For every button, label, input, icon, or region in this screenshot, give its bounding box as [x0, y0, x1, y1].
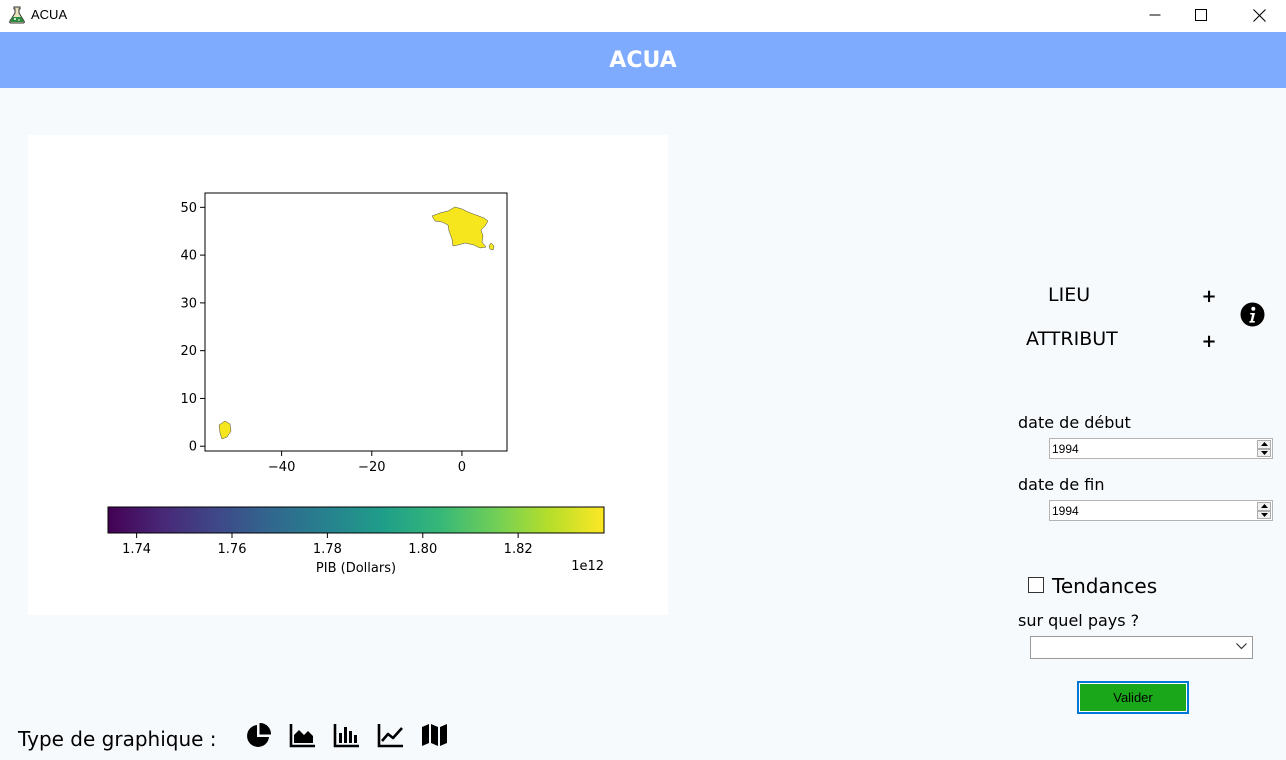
country-label: sur quel pays ? [1018, 611, 1140, 630]
y-tick-label: 0 [189, 440, 197, 455]
line-chart-icon [377, 724, 403, 748]
map-icon [422, 724, 447, 746]
arrow-up-icon [1260, 442, 1268, 447]
flask-icon [9, 6, 25, 24]
pie-chart-button[interactable] [245, 721, 273, 749]
bar-chart-icon [333, 724, 359, 748]
region-guyane [218, 420, 232, 440]
start-date-label: date de début [1018, 413, 1131, 432]
y-tick-label: 10 [180, 392, 197, 407]
x-tick-label: −40 [268, 460, 295, 475]
trend-label: Tendances [1052, 574, 1158, 598]
validate-button[interactable]: Valider [1077, 681, 1189, 714]
end-date-input[interactable] [1050, 501, 1256, 520]
colorbar-tick-label: 1.80 [408, 542, 437, 557]
x-tick-label: 0 [458, 460, 466, 475]
close-icon [1252, 8, 1266, 22]
colorbar [107, 506, 605, 534]
y-tick-label: 50 [180, 201, 197, 216]
y-axis: 0 10 20 30 40 50 [180, 201, 205, 455]
end-date-label: date de fin [1018, 475, 1105, 494]
x-axis: −40 −20 0 [268, 451, 466, 475]
line-chart-button[interactable] [377, 721, 405, 749]
country-select[interactable] [1030, 636, 1253, 659]
end-date-down-button[interactable] [1257, 510, 1271, 519]
map-button[interactable] [421, 721, 449, 749]
y-tick-label: 30 [180, 296, 197, 311]
attribut-label: ATTRIBUT [1026, 328, 1118, 350]
bar-chart-button[interactable] [333, 721, 361, 749]
window-title: ACUA [31, 7, 68, 22]
minimize-button[interactable] [1132, 0, 1178, 30]
start-date-down-button[interactable] [1257, 448, 1271, 457]
window-titlebar: ACUA [0, 0, 1286, 32]
colorbar-scale-label: 1e12 [571, 559, 604, 574]
colorbar-tick-label: 1.78 [313, 542, 342, 557]
start-date-spinbox [1049, 438, 1273, 459]
area-chart-button[interactable] [289, 721, 317, 749]
y-tick-label: 20 [180, 344, 197, 359]
start-date-stepper [1257, 440, 1271, 457]
attribut-add-button[interactable]: + [1201, 331, 1217, 352]
arrow-down-icon [1260, 450, 1268, 455]
colorbar-tick-label: 1.76 [218, 542, 247, 557]
area-chart-icon [289, 724, 315, 748]
arrow-down-icon [1260, 512, 1268, 517]
banner-title: ACUA [609, 47, 677, 73]
colorbar-tick-label: 1.74 [122, 542, 151, 557]
lieu-add-button[interactable]: + [1201, 286, 1217, 307]
plot-panel: 0 10 20 30 40 50 −40 −20 0 1.74 1.76 1.78 1.80 1.82… [28, 135, 668, 615]
app-banner: ACUA [0, 32, 1286, 88]
map-plot: 0 10 20 30 40 50 −40 −20 0 1.74 1.76 1.78 1.80 1.82… [107, 192, 605, 576]
start-date-up-button[interactable] [1257, 440, 1271, 449]
end-date-up-button[interactable] [1257, 502, 1271, 511]
info-icon[interactable] [1240, 302, 1265, 327]
chevron-down-icon [1236, 643, 1247, 650]
region-france [431, 206, 489, 249]
close-button[interactable] [1236, 0, 1282, 30]
maximize-button[interactable] [1178, 0, 1224, 30]
trend-checkbox[interactable] [1028, 577, 1044, 593]
pie-chart-icon [247, 722, 272, 747]
colorbar-label: PIB (Dollars) [316, 561, 396, 576]
colorbar-ticks: 1.74 1.76 1.78 1.80 1.82 [122, 533, 533, 557]
chart-type-label: Type de graphique : [18, 727, 217, 751]
y-tick-label: 40 [180, 249, 197, 264]
lieu-label: LIEU [1048, 284, 1091, 306]
arrow-up-icon [1260, 504, 1268, 509]
x-tick-label: −20 [358, 460, 385, 475]
region-corse [488, 242, 495, 251]
end-date-spinbox [1049, 500, 1273, 521]
colorbar-tick-label: 1.82 [504, 542, 533, 557]
maximize-icon [1195, 9, 1207, 21]
minimize-icon [1149, 14, 1161, 16]
end-date-stepper [1257, 502, 1271, 519]
start-date-input[interactable] [1050, 439, 1256, 458]
